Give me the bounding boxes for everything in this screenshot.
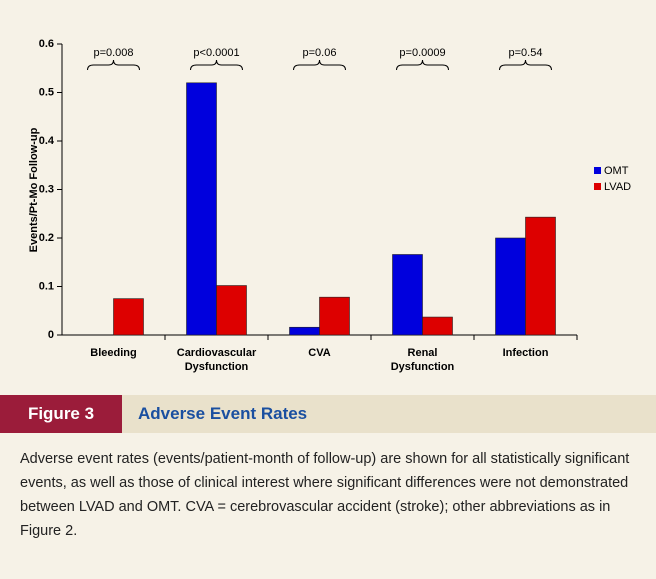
caption: Adverse event rates (events/patient-mont… — [20, 451, 630, 539]
y-tick-label: 0 — [48, 329, 54, 341]
figure-bar: Figure 3 Adverse Event Rates — [0, 395, 656, 433]
annotation: p=0.0009 — [399, 47, 445, 59]
legend-label: OMT — [604, 165, 629, 177]
figure-title: Adverse Event Rates — [138, 404, 308, 423]
x-tick-label: Dysfunction — [185, 361, 249, 373]
bar — [319, 296, 350, 336]
figure-label: Figure 3 — [0, 395, 122, 433]
y-tick-label: 0.5 — [39, 86, 54, 98]
y-axis-label: Events/Pt-Mo Follow-up — [28, 127, 40, 252]
bar — [422, 316, 453, 336]
bar — [289, 326, 320, 336]
legend-swatch — [594, 167, 601, 174]
x-tick-label: Infection — [503, 347, 549, 359]
chart: Events/Pt-Mo Follow-up 0 0.1 0.2 0.3 0.4 0.5 0… — [28, 38, 631, 373]
bar — [495, 237, 526, 336]
annotation: p=0.54 — [509, 47, 543, 59]
y-tick-label: 0.2 — [39, 232, 54, 244]
brace — [190, 59, 243, 71]
y-tick-label: 0.1 — [39, 280, 54, 292]
brace — [87, 59, 140, 71]
x-tick-label: Renal — [408, 347, 438, 359]
bar — [216, 285, 247, 336]
y-tick-label: 0.3 — [39, 183, 54, 195]
x-tick-label: Dysfunction — [391, 361, 455, 373]
brace — [499, 59, 552, 71]
annotation: p=0.008 — [93, 47, 133, 59]
x-tick-label: Cardiovascular — [177, 347, 257, 359]
annotation: p<0.0001 — [193, 47, 239, 59]
bar — [113, 298, 144, 336]
x-tick-label: Bleeding — [90, 347, 136, 359]
brace — [293, 59, 346, 71]
bar — [392, 254, 423, 336]
annotation: p=0.06 — [303, 47, 337, 59]
legend-label: LVAD — [604, 181, 631, 193]
y-tick-label: 0.4 — [39, 135, 55, 147]
legend-swatch — [594, 183, 601, 190]
brace — [396, 59, 449, 71]
bar — [186, 82, 217, 336]
y-tick-label: 0.6 — [39, 38, 54, 50]
x-tick-label: CVA — [308, 347, 330, 359]
bar — [525, 216, 556, 336]
